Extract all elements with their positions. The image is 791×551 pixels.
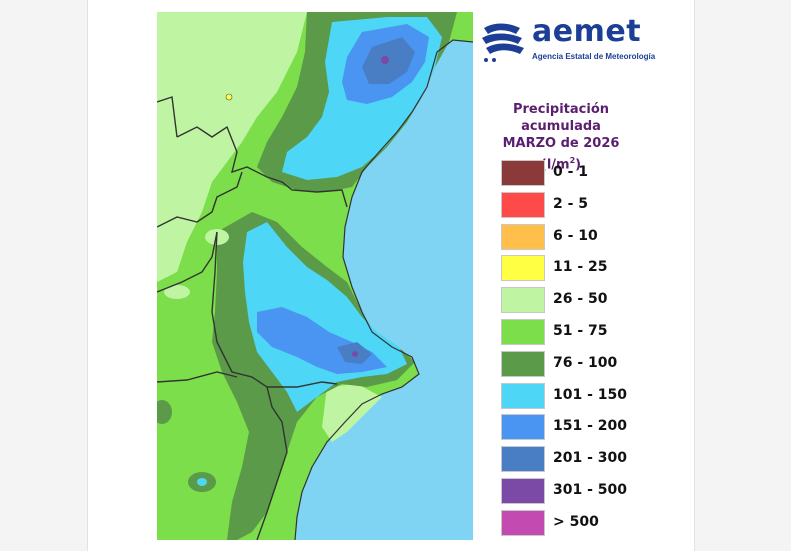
region-border bbox=[157, 96, 178, 138]
legend-label: > 500 bbox=[553, 513, 599, 530]
legend-item: 151 - 200 bbox=[501, 414, 661, 441]
region-border bbox=[157, 171, 243, 228]
legend-item: 101 - 150 bbox=[501, 382, 661, 409]
logo-wordmark: aemet bbox=[532, 14, 642, 49]
legend-label: 6 - 10 bbox=[553, 227, 598, 244]
legend-label: 11 - 25 bbox=[553, 259, 608, 276]
legend-label: 201 - 300 bbox=[553, 450, 628, 467]
legend-item: > 500 bbox=[501, 509, 661, 536]
dark-green-patch bbox=[157, 400, 172, 424]
legend-swatch bbox=[501, 509, 545, 536]
legend-item: 201 - 300 bbox=[501, 446, 661, 473]
legend-swatch bbox=[501, 382, 545, 409]
legend-item: 51 - 75 bbox=[501, 319, 661, 345]
legend-item: 11 - 25 bbox=[501, 255, 661, 282]
legend-title-line1: Precipitación acumulada bbox=[512, 102, 609, 134]
aemet-emblem-icon bbox=[482, 23, 524, 62]
legend-title-line2: MARZO de 2026 bbox=[502, 136, 620, 151]
legend-swatch bbox=[501, 287, 545, 314]
logo-subtitle: Agencia Estatal de Meteorología bbox=[532, 52, 656, 61]
purple-spot bbox=[352, 351, 358, 357]
light-green-zone bbox=[157, 12, 307, 282]
legend-swatch bbox=[501, 319, 545, 345]
region-border bbox=[157, 371, 238, 383]
legend-label: 301 - 500 bbox=[553, 482, 628, 498]
legend-item: 26 - 50 bbox=[501, 287, 661, 314]
legend-item: 0 - 1 bbox=[501, 160, 661, 186]
legend-swatch bbox=[501, 255, 545, 282]
legend-title: Precipitación acumulada MARZO de 2026 (l… bbox=[474, 101, 648, 173]
legend-label: 0 - 1 bbox=[553, 164, 589, 180]
legend-label: 2 - 5 bbox=[553, 195, 589, 212]
region-border bbox=[267, 381, 338, 388]
city-marker bbox=[225, 93, 233, 101]
legend-item: 301 - 500 bbox=[501, 478, 661, 504]
legend-swatch bbox=[501, 191, 545, 218]
legend-item: 76 - 100 bbox=[501, 350, 661, 377]
precipitation-map bbox=[157, 12, 473, 540]
region-border bbox=[157, 231, 218, 293]
aemet-logo: aemet Agencia Estatal de Meteorología bbox=[480, 14, 655, 68]
legend-swatch bbox=[501, 478, 545, 504]
legend-label: 76 - 100 bbox=[553, 354, 618, 371]
legend-label: 51 - 75 bbox=[553, 323, 608, 339]
purple-spot bbox=[381, 56, 389, 64]
legend-swatch bbox=[501, 350, 545, 377]
light-blue-patch bbox=[197, 478, 207, 486]
legend-item: 6 - 10 bbox=[501, 223, 661, 250]
legend-label: 151 - 200 bbox=[553, 418, 628, 435]
coastline bbox=[294, 39, 473, 540]
legend-swatch bbox=[501, 223, 545, 250]
light-green-zone bbox=[322, 384, 382, 442]
region-border bbox=[176, 125, 348, 208]
legend-label: 101 - 150 bbox=[553, 386, 628, 403]
legend-swatch bbox=[501, 446, 545, 473]
legend-swatch bbox=[501, 414, 545, 441]
light-green-patch bbox=[164, 285, 190, 299]
legend-unit: (l/m2) bbox=[540, 156, 582, 173]
legend-swatch bbox=[501, 160, 545, 186]
legend-item: 2 - 5 bbox=[501, 191, 661, 218]
legend-label: 26 - 50 bbox=[553, 291, 608, 308]
